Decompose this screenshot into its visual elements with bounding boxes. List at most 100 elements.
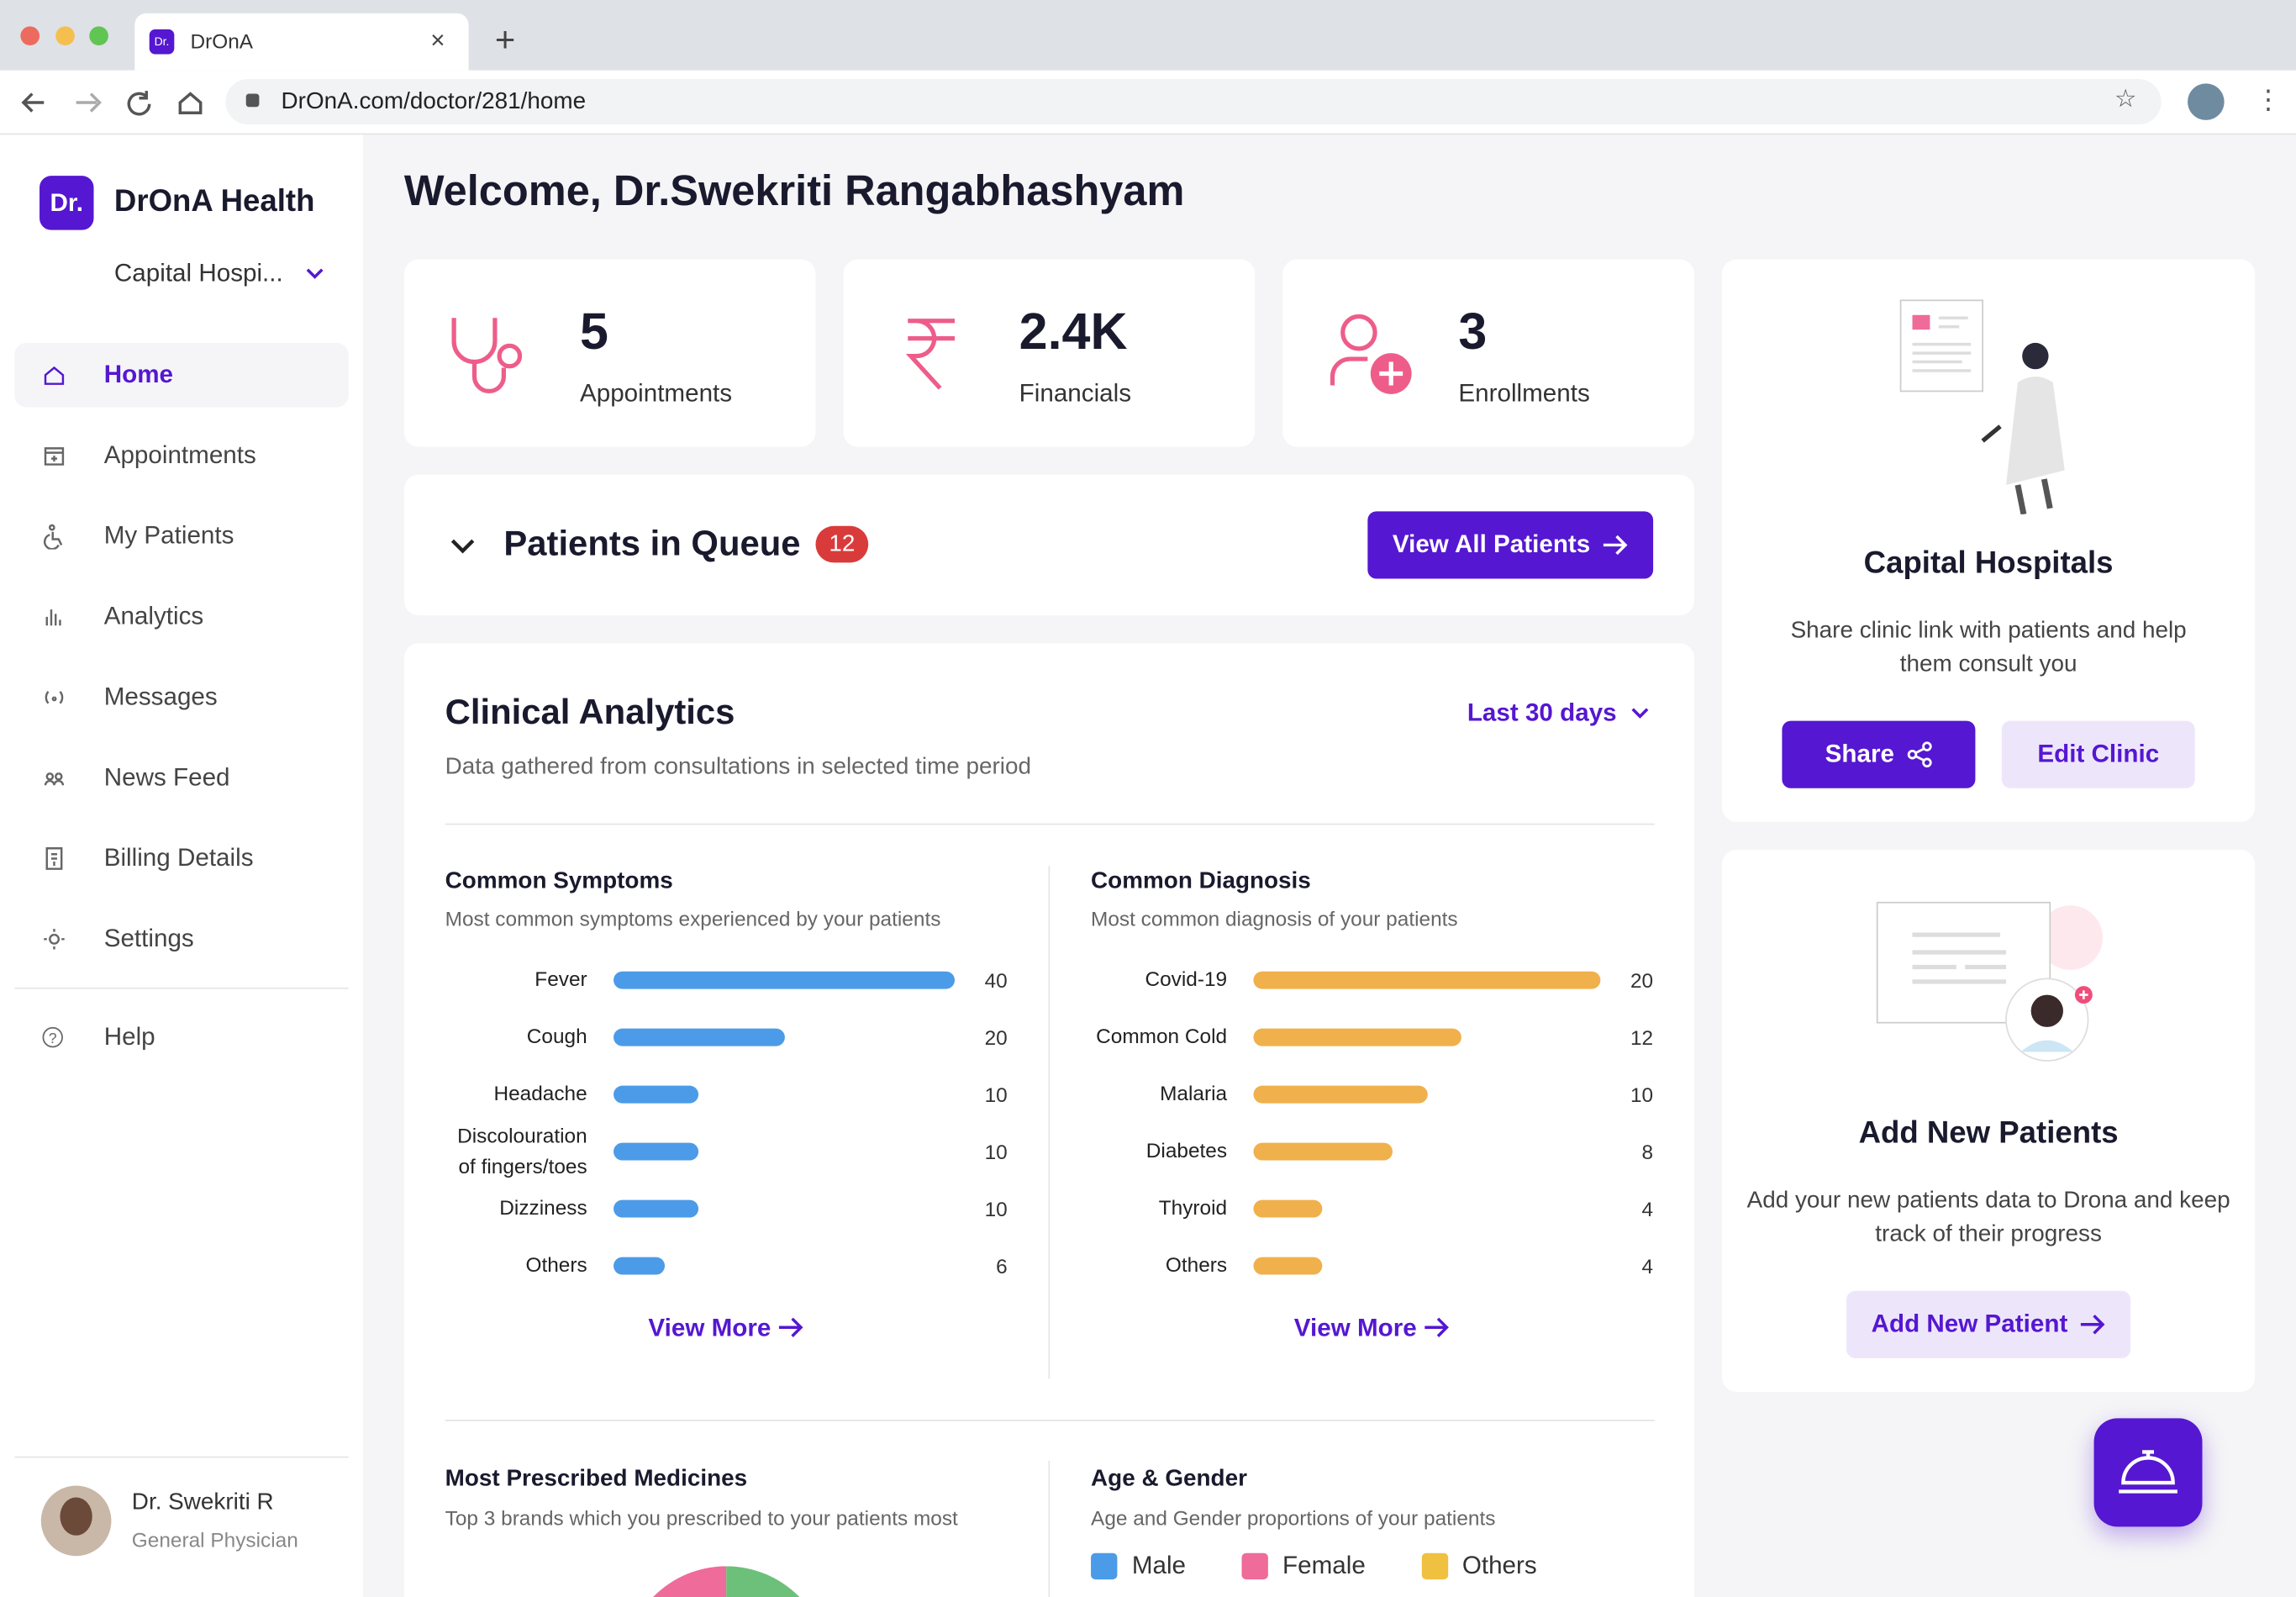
nav-icon bbox=[45, 847, 63, 870]
chart-subtitle: Most common diagnosis of your patients bbox=[1091, 906, 1458, 930]
category-label: Diabetes bbox=[1145, 1138, 1228, 1162]
legend-label: Female bbox=[1282, 1551, 1366, 1580]
category-label: Cough bbox=[526, 1024, 587, 1048]
card-text: Add your new patients data to Drona and … bbox=[1746, 1188, 2230, 1247]
bar bbox=[613, 1141, 699, 1160]
bar-row: Common Cold 12 bbox=[1091, 1008, 1653, 1065]
view-more[interactable]: View More bbox=[1091, 1315, 1653, 1344]
link-label: View More bbox=[648, 1314, 771, 1342]
category-label: Common Cold bbox=[1096, 1024, 1228, 1048]
user-name: Dr. Swekriti R bbox=[131, 1489, 274, 1515]
view-more[interactable]: View More bbox=[445, 1315, 1008, 1344]
nav-icon bbox=[44, 524, 63, 550]
nav-buttons[interactable] bbox=[14, 85, 219, 120]
stat-value: 3 bbox=[1458, 303, 1488, 361]
bar bbox=[1253, 1027, 1462, 1046]
bar-track bbox=[613, 1256, 955, 1274]
profile-avatar[interactable] bbox=[2188, 83, 2225, 120]
nav-label: My Patients bbox=[103, 521, 234, 550]
nav-label: Analytics bbox=[103, 602, 204, 630]
clinic-select[interactable]: Capital Hospi... bbox=[113, 259, 283, 287]
category-label: Fever bbox=[535, 967, 587, 991]
bar bbox=[613, 1084, 699, 1103]
bar-track bbox=[1253, 1256, 1600, 1274]
bar bbox=[613, 1027, 785, 1046]
illustration bbox=[1876, 901, 2104, 1062]
bar bbox=[1253, 1141, 1393, 1160]
nav-item[interactable]: Home bbox=[14, 342, 349, 408]
value-label: 8 bbox=[1641, 1139, 1654, 1163]
button-label: Edit Clinic bbox=[2037, 740, 2160, 768]
help-label: Help bbox=[103, 1022, 155, 1051]
stat-label: Appointments bbox=[579, 379, 733, 408]
nav-label: Messages bbox=[103, 683, 218, 711]
nav-item[interactable]: News Feed bbox=[14, 746, 348, 810]
pie-preview bbox=[653, 1566, 800, 1597]
nav-label: News Feed bbox=[103, 763, 230, 792]
queue-card: Patients in Queue 12 View All Patients bbox=[403, 474, 1694, 616]
concierge-button[interactable] bbox=[2093, 1418, 2203, 1527]
value-label: 10 bbox=[984, 1196, 1008, 1220]
share-button[interactable]: Share bbox=[1782, 720, 1976, 788]
bar-track bbox=[1253, 1084, 1600, 1103]
bar-row: Others 6 bbox=[445, 1236, 1007, 1294]
bar-track bbox=[1253, 970, 1601, 988]
bar bbox=[613, 970, 956, 988]
bar bbox=[1253, 970, 1601, 988]
chart-title: Common Diagnosis bbox=[1091, 868, 1311, 894]
view-all-patients[interactable]: View All Patients bbox=[1367, 511, 1654, 579]
category-label: Headache bbox=[493, 1081, 587, 1105]
bar-row: Fever 40 bbox=[445, 951, 1008, 1008]
bar-track bbox=[1253, 1141, 1600, 1160]
tab[interactable]: Dr. DrOnA × bbox=[134, 13, 469, 71]
bar-row: Covid-19 20 bbox=[1091, 951, 1653, 1008]
category-label: Thyroid bbox=[1158, 1195, 1228, 1220]
age-gender-subtitle: Age and Gender proportions of your patie… bbox=[1091, 1505, 1496, 1530]
category-label: Others bbox=[525, 1252, 587, 1277]
nav-item[interactable]: Settings bbox=[14, 907, 348, 972]
nav-item[interactable]: Appointments bbox=[14, 424, 348, 488]
category-label: Dizziness bbox=[499, 1195, 587, 1220]
nav-label: Settings bbox=[103, 924, 194, 953]
legend-label: Others bbox=[1461, 1551, 1537, 1580]
bar-row: Others 4 bbox=[1091, 1236, 1653, 1294]
bar-track bbox=[613, 1141, 955, 1160]
button-label: Share bbox=[1825, 740, 1894, 768]
period-select[interactable]: Last 30 days bbox=[1467, 698, 1617, 727]
nav-item[interactable]: Messages bbox=[14, 665, 348, 730]
analytics-subtitle: Data gathered from consultations in sele… bbox=[445, 754, 1031, 780]
legend-item: Male bbox=[1091, 1552, 1186, 1581]
tab-title: DrOnA bbox=[190, 29, 254, 53]
nav-item[interactable]: Billing Details bbox=[14, 826, 348, 891]
chart-title: Common Symptoms bbox=[445, 868, 673, 894]
add-patient-button[interactable]: Add New Patient bbox=[1846, 1290, 2131, 1358]
nav-item[interactable]: Analytics bbox=[14, 585, 348, 650]
legend-item: Female bbox=[1241, 1552, 1366, 1581]
queue-title: Patients in Queue bbox=[503, 524, 801, 565]
edit-clinic-button[interactable]: Edit Clinic bbox=[2001, 720, 2195, 788]
nav-icon bbox=[45, 690, 64, 704]
stat-card: 5 Appointments bbox=[403, 259, 816, 447]
value-label: 10 bbox=[984, 1082, 1008, 1106]
collapse-toggle[interactable] bbox=[448, 536, 477, 556]
nav-item[interactable]: My Patients bbox=[14, 504, 348, 569]
button-label: Add New Patient bbox=[1871, 1310, 2068, 1338]
bar bbox=[613, 1199, 699, 1217]
url: DrOnA.com/doctor/281/home bbox=[281, 89, 587, 114]
queue-count: 12 bbox=[815, 525, 869, 563]
value-label: 10 bbox=[1630, 1082, 1654, 1106]
legend-swatch bbox=[1091, 1552, 1118, 1580]
category-label: Others bbox=[1165, 1252, 1228, 1277]
address-bar[interactable]: DrOnA.com/doctor/281/home ☆ bbox=[225, 79, 2162, 125]
nav-icon bbox=[44, 447, 65, 466]
analytics-card: Clinical Analytics Last 30 days Data gat… bbox=[403, 643, 1694, 1597]
new-tab[interactable]: + bbox=[494, 20, 516, 61]
nav-icon bbox=[44, 929, 65, 950]
value-label: 40 bbox=[984, 967, 1008, 992]
button-label: View All Patients bbox=[1392, 530, 1591, 559]
category-label: Discolouration of fingers/toes bbox=[457, 1123, 587, 1178]
help[interactable]: ? Help bbox=[14, 1005, 348, 1070]
nav-icon bbox=[45, 609, 61, 626]
bar-track bbox=[613, 1199, 955, 1217]
